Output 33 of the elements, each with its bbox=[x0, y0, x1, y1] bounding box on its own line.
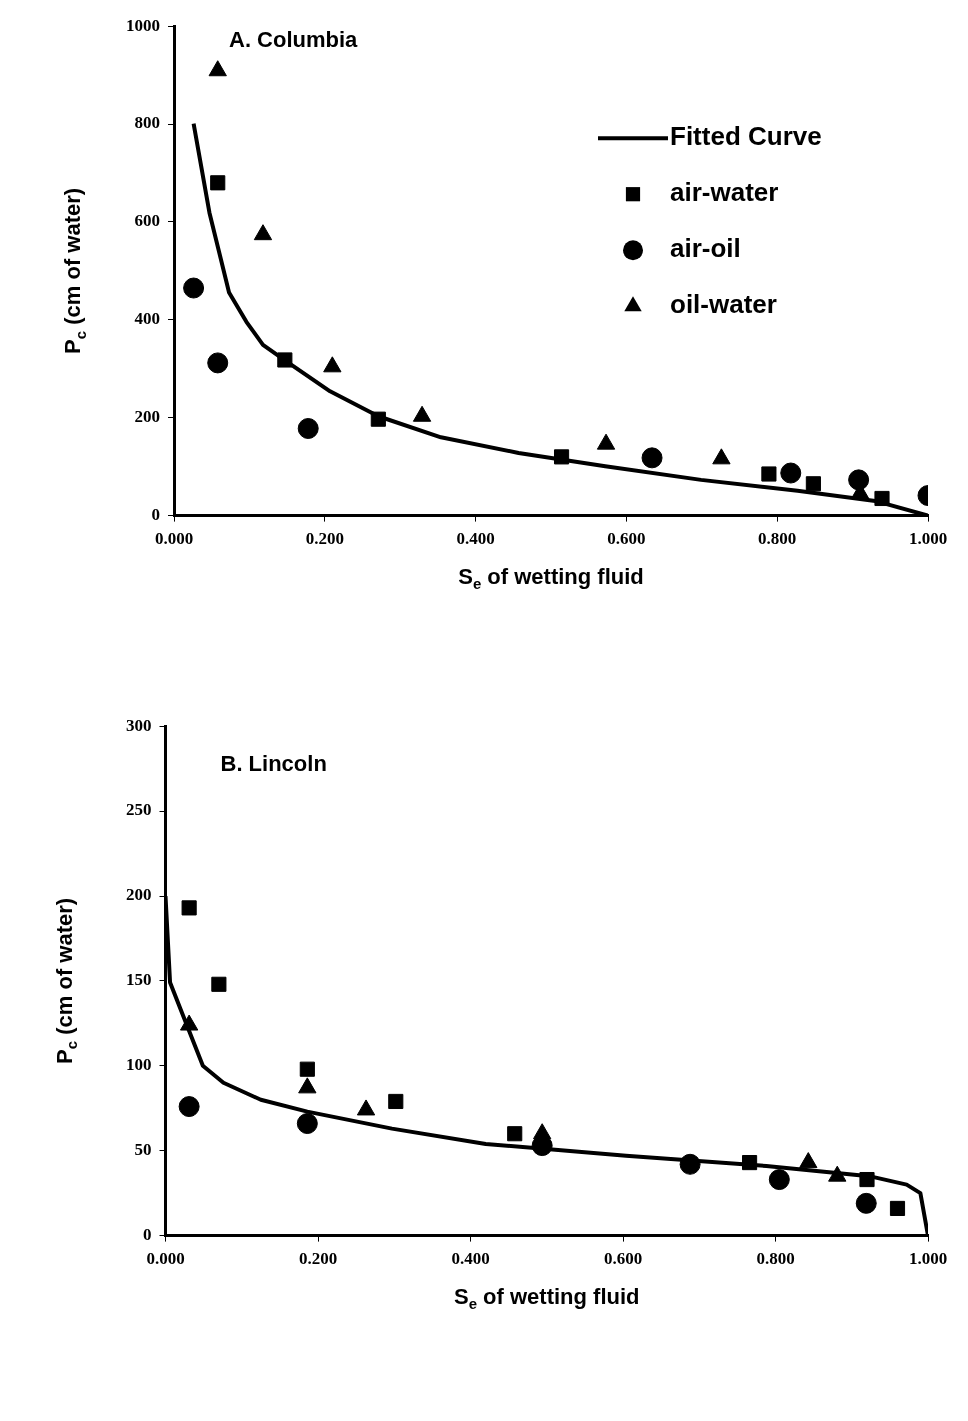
x-tick-label: 1.000 bbox=[908, 1249, 948, 1269]
y-tick-label: 400 bbox=[134, 309, 160, 329]
x-tick-label: 1.000 bbox=[908, 529, 948, 549]
x-tick-label: 0.000 bbox=[154, 529, 194, 549]
legend-label: air-water bbox=[670, 177, 779, 208]
y-tick-label: 800 bbox=[134, 113, 160, 133]
y-tick-label: 200 bbox=[134, 407, 160, 427]
y-tick-label: 0 bbox=[143, 1224, 152, 1244]
x-tick-label: 0.400 bbox=[451, 1249, 490, 1269]
x-tick-label: 0.200 bbox=[305, 529, 344, 549]
y-tick-label: 250 bbox=[126, 800, 152, 820]
text: B. Lincoln bbox=[220, 751, 327, 777]
y-tick-label: 600 bbox=[134, 211, 160, 231]
y-tick-label: 200 bbox=[126, 885, 152, 905]
y-axis-title: Pc (cm of water) bbox=[51, 897, 81, 1064]
y-tick-label: 1000 bbox=[126, 15, 160, 35]
x-tick-label: 0.800 bbox=[756, 1249, 795, 1269]
y-tick-label: 50 bbox=[134, 1140, 152, 1160]
x-tick-label: 0.800 bbox=[758, 529, 797, 549]
legend-label: Fitted Curve bbox=[670, 121, 822, 152]
y-axis-title: Pc (cm of water) bbox=[60, 187, 89, 354]
x-tick-label: 0.600 bbox=[603, 1249, 643, 1269]
x-tick-label: 0.400 bbox=[456, 529, 495, 549]
legend-label: oil-water bbox=[670, 289, 777, 320]
x-tick-label: 0.200 bbox=[298, 1249, 338, 1269]
x-tick-label: 0.000 bbox=[146, 1249, 185, 1269]
y-tick-label: 300 bbox=[126, 715, 152, 735]
chart-title: A. Columbia bbox=[229, 27, 359, 53]
y-tick-label: 150 bbox=[126, 970, 152, 990]
legend-label: air-oil bbox=[670, 233, 741, 264]
y-tick-label: 0 bbox=[151, 504, 160, 524]
x-tick-label: 0.600 bbox=[607, 529, 646, 549]
y-tick-label: 100 bbox=[126, 1055, 152, 1075]
